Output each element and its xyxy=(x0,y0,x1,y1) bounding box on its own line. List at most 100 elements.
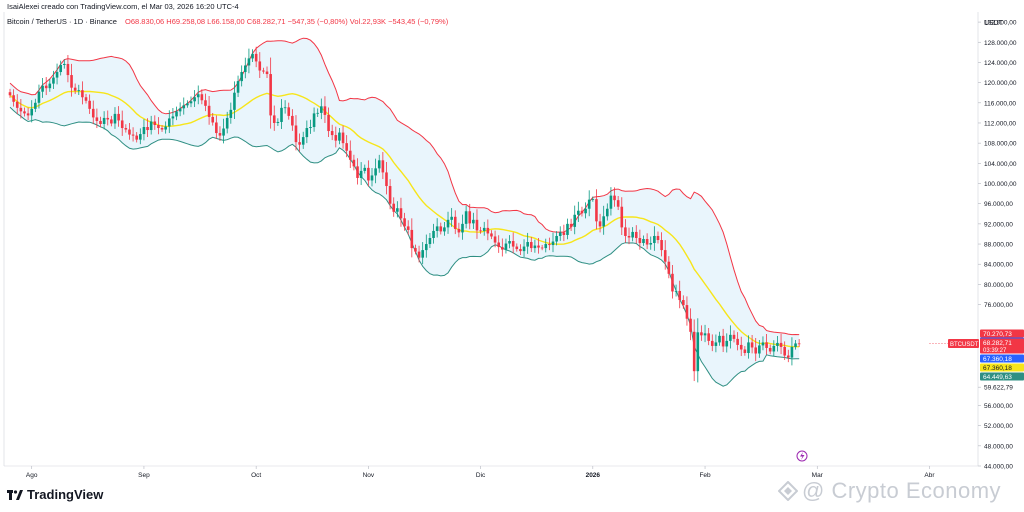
time-tick-label: Oct xyxy=(251,472,261,479)
candle xyxy=(374,158,377,184)
candle xyxy=(352,154,356,171)
candle xyxy=(674,284,678,297)
candle xyxy=(453,210,457,235)
candle xyxy=(193,90,196,108)
candle xyxy=(501,238,504,257)
crypto-economy-icon xyxy=(777,480,799,502)
candle xyxy=(309,119,312,134)
candle xyxy=(729,325,732,349)
candle xyxy=(595,189,598,230)
price-tick-label: 116.000,00 xyxy=(984,100,1016,107)
candle xyxy=(714,334,718,353)
price-tick-label: 80.000,00 xyxy=(984,282,1013,289)
candle xyxy=(537,237,540,254)
candle xyxy=(457,222,461,238)
svg-text:03:39:27: 03:39:27 xyxy=(983,348,1007,354)
candle xyxy=(229,102,233,124)
time-tick-label: Nov xyxy=(363,472,375,479)
candle xyxy=(497,235,500,253)
candle xyxy=(631,227,634,242)
candle xyxy=(660,232,663,257)
time-tick-label: Abr xyxy=(924,472,935,479)
time-tick-label: Dic xyxy=(476,472,486,479)
candle xyxy=(88,94,91,114)
candle xyxy=(124,124,128,133)
candle xyxy=(269,57,272,129)
candle xyxy=(522,239,526,257)
candle xyxy=(638,229,642,250)
watermark-text: @ Crypto Economy xyxy=(802,478,1002,503)
candle xyxy=(428,233,432,248)
candle xyxy=(718,331,721,346)
candle xyxy=(218,126,222,142)
candle xyxy=(247,48,251,74)
candle xyxy=(280,99,283,129)
candle xyxy=(157,117,160,135)
candle xyxy=(493,230,497,248)
candle xyxy=(609,187,613,216)
currency-label[interactable]: USDT xyxy=(984,20,1004,27)
candle xyxy=(435,218,439,238)
candle xyxy=(298,133,301,152)
candle xyxy=(475,209,479,239)
candle xyxy=(196,85,200,105)
candle xyxy=(696,318,700,383)
candle xyxy=(240,65,243,87)
candle xyxy=(479,226,482,234)
event-marker[interactable] xyxy=(796,450,808,462)
candle xyxy=(63,59,66,69)
candle xyxy=(627,227,631,245)
candle xyxy=(504,238,508,254)
candle xyxy=(587,190,591,217)
bollinger-middle-line xyxy=(9,90,800,348)
candle xyxy=(316,108,319,117)
candle xyxy=(779,333,783,355)
candle xyxy=(388,179,392,210)
candle xyxy=(186,100,189,108)
candle xyxy=(768,344,772,355)
candle xyxy=(139,128,142,145)
candle xyxy=(84,93,88,104)
candle xyxy=(580,206,584,217)
author-line: IsaiAlexei creado con TradingView.com, e… xyxy=(7,2,239,11)
candle xyxy=(656,231,660,244)
candle xyxy=(244,57,247,79)
candle xyxy=(19,98,23,119)
price-tick-label: 100.000,00 xyxy=(984,181,1017,188)
tradingview-logo[interactable]: TradingView xyxy=(7,487,103,502)
candle xyxy=(406,220,410,235)
candle xyxy=(468,203,472,230)
candle xyxy=(23,107,26,117)
candle xyxy=(66,55,70,83)
candle xyxy=(515,243,519,252)
symbol-title[interactable]: Bitcoin / TetherUS · 1D · Binance xyxy=(7,17,117,26)
candle xyxy=(443,222,446,236)
candle xyxy=(222,118,225,144)
candle xyxy=(204,93,207,112)
candle xyxy=(211,113,215,126)
candle xyxy=(794,340,797,350)
price-tick-label: 108.000,00 xyxy=(984,141,1017,148)
candle xyxy=(34,98,37,113)
candle xyxy=(164,121,167,134)
candle xyxy=(710,334,714,352)
candle xyxy=(700,325,703,341)
candle xyxy=(645,233,649,250)
candle xyxy=(392,197,396,217)
candle xyxy=(251,49,254,63)
candle xyxy=(425,234,428,258)
candles-group xyxy=(8,46,801,383)
candle xyxy=(526,232,529,254)
candle xyxy=(678,280,681,309)
candle xyxy=(577,201,580,222)
candle xyxy=(703,324,707,343)
candle xyxy=(446,211,450,234)
candle xyxy=(189,96,193,108)
candle xyxy=(99,116,102,128)
candle xyxy=(338,128,341,145)
brand-name: TradingView xyxy=(27,487,104,502)
candle xyxy=(272,105,276,131)
candle xyxy=(363,164,367,174)
